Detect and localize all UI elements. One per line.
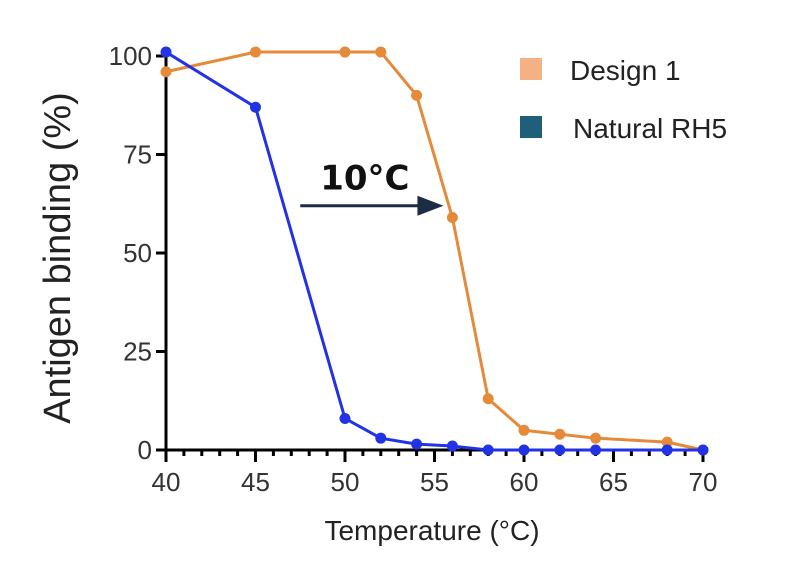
x-axis-title: Temperature (°C) bbox=[324, 515, 539, 546]
legend-item-0: Design 1 bbox=[520, 55, 681, 86]
series-0 bbox=[160, 46, 709, 456]
x-tick-label: 50 bbox=[331, 467, 360, 497]
data-point bbox=[554, 444, 566, 456]
y-tick-label: 100 bbox=[109, 41, 152, 71]
y-tick-label: 25 bbox=[123, 337, 152, 367]
annotation-arrow-head bbox=[417, 195, 444, 216]
y-tick-label: 75 bbox=[123, 140, 152, 170]
annotation-layer: 10°C bbox=[300, 159, 444, 216]
x-tick-label: 55 bbox=[420, 467, 449, 497]
data-point bbox=[446, 212, 458, 224]
series-1 bbox=[160, 46, 709, 456]
legend: Design 1 Natural RH5 bbox=[520, 55, 727, 144]
data-point bbox=[590, 444, 602, 456]
x-tick-label: 70 bbox=[689, 467, 718, 497]
data-point bbox=[339, 412, 351, 424]
legend-swatch bbox=[520, 116, 542, 138]
data-point bbox=[661, 436, 673, 448]
y-tick-label: 0 bbox=[138, 435, 152, 465]
data-point bbox=[250, 101, 261, 113]
y-axis-title: Antigen binding (%) bbox=[37, 92, 79, 424]
data-point bbox=[250, 46, 261, 58]
x-tick-label: 40 bbox=[152, 467, 181, 497]
y-tick-label: 50 bbox=[123, 238, 152, 268]
annotation-label: 10°C bbox=[320, 159, 409, 199]
data-point bbox=[375, 432, 387, 444]
data-point bbox=[697, 444, 709, 456]
x-tick-label: 65 bbox=[599, 467, 628, 497]
axes: 0 25 50 75 100 40 45 50 55 60 65 70 bbox=[109, 41, 718, 497]
data-point bbox=[482, 444, 494, 456]
legend-label: Design 1 bbox=[570, 55, 681, 86]
legend-label: Natural RH5 bbox=[573, 113, 727, 144]
x-tick-label: 60 bbox=[510, 467, 539, 497]
legend-swatch bbox=[520, 58, 542, 80]
data-point bbox=[590, 432, 602, 444]
legend-item-1: Natural RH5 bbox=[520, 113, 727, 144]
data-point bbox=[518, 444, 530, 456]
data-point bbox=[554, 428, 566, 440]
series-line bbox=[165, 50, 703, 452]
data-point bbox=[518, 424, 530, 436]
series-line bbox=[165, 50, 704, 452]
data-point bbox=[446, 440, 458, 452]
data-point bbox=[160, 46, 172, 58]
x-tick-label: 45 bbox=[241, 467, 270, 497]
series-layer bbox=[160, 46, 709, 456]
data-point bbox=[375, 46, 387, 58]
data-point bbox=[411, 89, 423, 101]
data-point bbox=[661, 444, 673, 456]
data-point bbox=[339, 46, 351, 58]
data-point bbox=[482, 393, 494, 405]
data-point bbox=[160, 66, 172, 78]
data-point bbox=[411, 438, 423, 450]
